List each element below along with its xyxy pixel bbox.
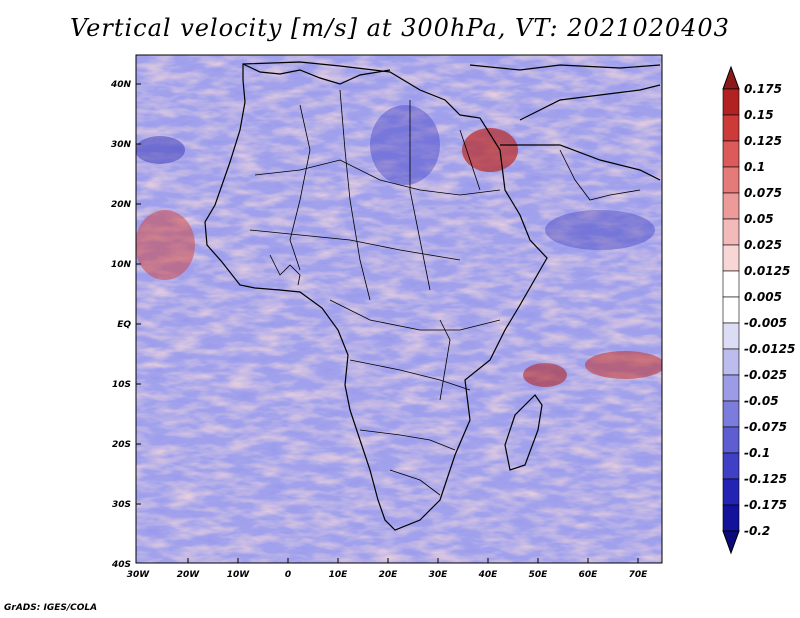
lat-label: 40N <box>110 80 132 90</box>
colorbar-segment <box>722 192 740 220</box>
colorbar-level: -0.2 <box>744 524 770 538</box>
colorbar-segment <box>722 478 740 506</box>
lon-label: 40E <box>478 570 499 580</box>
lon-label: 0 <box>285 570 291 580</box>
colorbar-level: 0.0125 <box>744 264 790 278</box>
lat-label: 10S <box>112 380 131 390</box>
colorbar: 0.175 0.15 0.125 0.1 0.075 0.05 0.025 0.… <box>722 65 795 555</box>
lon-label: 20W <box>177 570 201 580</box>
colorbar-segment <box>722 244 740 272</box>
lon-label: 20E <box>379 570 399 580</box>
colorbar-segment <box>722 426 740 454</box>
lon-label: 50E <box>529 570 549 580</box>
colorbar-segment <box>722 322 740 350</box>
lon-label: 30E <box>429 570 449 580</box>
red-anomaly-egypt <box>462 128 518 172</box>
colorbar-level: 0.025 <box>744 238 782 252</box>
colorbar-segment <box>722 88 740 116</box>
colorbar-level: 0.175 <box>744 82 782 96</box>
colorbar-segment <box>722 270 740 298</box>
country-borders <box>249 89 641 496</box>
blue-anomaly-arabian-sea <box>545 210 655 250</box>
red-anomaly-east <box>585 351 662 379</box>
lat-axis: 40N 30N 20N 10N EQ 10S 20S 30S 40S <box>110 80 132 570</box>
colorbar-level: 0.125 <box>744 134 782 148</box>
colorbar-level: -0.025 <box>744 368 787 382</box>
blue-anomaly-libya <box>370 105 440 185</box>
colorbar-level: 0.075 <box>744 186 782 200</box>
lat-label: 10N <box>111 260 132 270</box>
velocity-field <box>136 55 662 563</box>
lat-label: 30N <box>111 140 132 150</box>
red-anomaly-indian-ocean <box>523 363 567 387</box>
map-title: Vertical velocity [m/s] at 300hPa, VT: 2… <box>70 14 730 42</box>
colorbar-segment <box>722 218 740 246</box>
colorbar-level: 0.1 <box>744 160 765 174</box>
red-anomaly-atlantic <box>136 210 195 280</box>
lon-axis: 30W 20W 10W 0 10E 20E 30E 40E 50E 60E 70… <box>127 570 648 580</box>
lon-label: 70E <box>629 570 649 580</box>
colorbar-level: -0.005 <box>744 316 787 330</box>
colorbar-level: 0.15 <box>744 108 774 122</box>
colorbar-level: 0.05 <box>744 212 774 226</box>
lon-label: 60E <box>579 570 599 580</box>
madagascar-outline <box>504 394 543 471</box>
lat-label: 30S <box>112 500 131 510</box>
lon-label: 10W <box>227 570 251 580</box>
colorbar-segment <box>722 374 740 402</box>
lat-label: EQ <box>117 320 131 330</box>
lon-label: 30W <box>127 570 151 580</box>
colorbar-bottom-arrow <box>722 530 740 555</box>
colorbar-level: -0.075 <box>744 420 787 434</box>
footer-credit: GrADS: IGES/COLA <box>4 603 98 613</box>
lon-ticks <box>187 558 639 563</box>
colorbar-segment <box>722 348 740 376</box>
colorbar-top-arrow <box>722 65 740 90</box>
colorbar-segment <box>722 400 740 428</box>
colorbar-level: -0.175 <box>744 498 787 512</box>
colorbar-segment <box>722 166 740 194</box>
colorbar-level: -0.1 <box>744 446 770 460</box>
lat-label: 20S <box>112 440 131 450</box>
colorbar-level: 0.005 <box>744 290 782 304</box>
colorbar-segment <box>722 140 740 168</box>
colorbar-level: -0.125 <box>744 472 787 486</box>
colorbar-level: -0.05 <box>744 394 779 408</box>
blue-anomaly-atlantic <box>136 136 185 164</box>
colorbar-segment <box>722 504 740 532</box>
lat-label: 40S <box>111 560 131 570</box>
plot-frame <box>135 54 663 564</box>
colorbar-segment <box>722 114 740 142</box>
africa-coastline <box>204 61 661 531</box>
colorbar-segment <box>722 296 740 324</box>
lat-label: 20N <box>111 200 132 210</box>
lat-ticks <box>136 83 141 505</box>
colorbar-level: -0.0125 <box>744 342 795 356</box>
colorbar-segment <box>722 452 740 480</box>
lon-label: 10E <box>329 570 349 580</box>
